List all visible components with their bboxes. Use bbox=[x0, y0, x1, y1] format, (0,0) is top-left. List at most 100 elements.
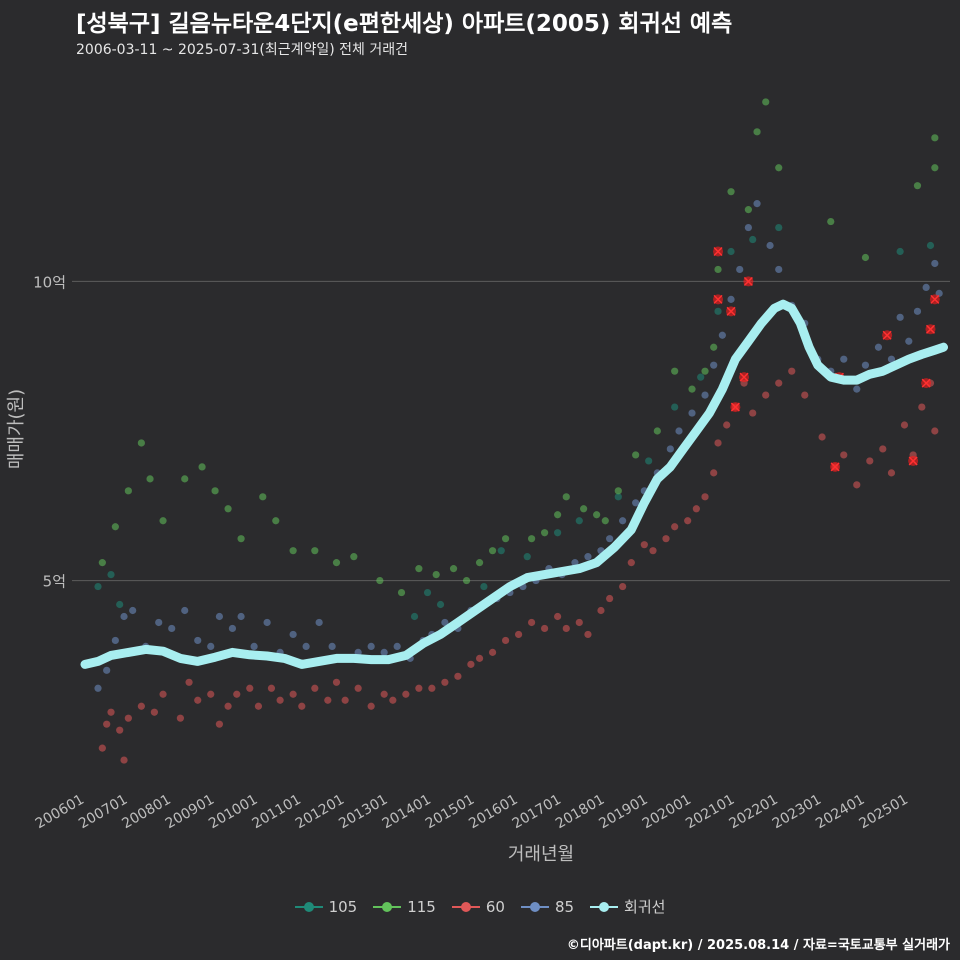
point-85 bbox=[207, 642, 215, 651]
point-105 bbox=[727, 247, 735, 256]
legend-label-85: 85 bbox=[554, 897, 575, 916]
point-105 bbox=[423, 588, 432, 597]
x-tick-label: 200601 bbox=[33, 792, 87, 833]
point-85 bbox=[111, 636, 119, 645]
point-85 bbox=[736, 265, 744, 274]
point-85 bbox=[727, 295, 735, 303]
point-105 bbox=[896, 247, 904, 256]
point-85 bbox=[606, 535, 614, 543]
point-85 bbox=[94, 684, 102, 692]
point-105 bbox=[614, 493, 622, 501]
source-credit: ©디아파트(dapt.kr) / 2025.08.14 / 자료=국토교통부 실… bbox=[566, 938, 950, 953]
highlight-marker bbox=[925, 324, 936, 334]
point-115 bbox=[827, 217, 835, 226]
point-60 bbox=[194, 696, 202, 704]
point-105 bbox=[480, 582, 488, 591]
x-tick-label: 201101 bbox=[250, 792, 304, 833]
point-60 bbox=[341, 696, 349, 704]
highlight-marker bbox=[830, 462, 840, 472]
point-60 bbox=[289, 690, 297, 698]
highlight-marker bbox=[713, 294, 723, 304]
point-115 bbox=[475, 559, 484, 567]
point-60 bbox=[116, 726, 124, 734]
x-tick-label: 202201 bbox=[726, 792, 780, 833]
point-60 bbox=[467, 660, 475, 668]
legend-label-60: 60 bbox=[485, 897, 505, 916]
point-85 bbox=[688, 409, 696, 417]
legend-item-115: 115 bbox=[373, 897, 436, 917]
point-60 bbox=[332, 678, 341, 686]
point-115 bbox=[775, 164, 783, 172]
point-115 bbox=[753, 128, 761, 136]
point-60 bbox=[215, 720, 224, 728]
point-115 bbox=[913, 182, 922, 190]
point-60 bbox=[918, 403, 926, 411]
point-85 bbox=[237, 612, 245, 621]
point-60 bbox=[853, 481, 861, 489]
point-115 bbox=[272, 517, 280, 525]
point-60 bbox=[749, 409, 757, 417]
point-60 bbox=[176, 714, 184, 722]
point-115 bbox=[762, 98, 770, 106]
point-60 bbox=[276, 696, 284, 704]
point-85 bbox=[103, 666, 111, 674]
point-60 bbox=[441, 678, 449, 686]
point-60 bbox=[879, 445, 887, 453]
point-85 bbox=[250, 642, 258, 651]
point-85 bbox=[228, 624, 237, 633]
x-tick-label: 202501 bbox=[857, 792, 911, 833]
legend-key-85 bbox=[520, 897, 549, 917]
point-60 bbox=[818, 433, 826, 441]
point-60 bbox=[840, 451, 848, 459]
legend-key-regression bbox=[590, 897, 619, 917]
point-85 bbox=[922, 283, 930, 291]
point-60 bbox=[150, 708, 158, 716]
legend-label-105: 105 bbox=[328, 897, 358, 916]
x-tick-label: 200701 bbox=[76, 792, 130, 833]
point-115 bbox=[562, 493, 570, 501]
point-60 bbox=[900, 421, 909, 429]
point-60 bbox=[701, 493, 709, 501]
x-tick-label: 201601 bbox=[466, 792, 520, 833]
point-60 bbox=[562, 624, 570, 633]
point-85 bbox=[718, 331, 726, 339]
point-60 bbox=[606, 594, 614, 603]
point-105 bbox=[575, 517, 583, 525]
point-105 bbox=[94, 582, 102, 591]
point-60 bbox=[575, 618, 583, 627]
point-85 bbox=[766, 241, 774, 250]
point-60 bbox=[554, 612, 562, 621]
point-60 bbox=[684, 517, 692, 525]
point-115 bbox=[350, 553, 358, 561]
point-60 bbox=[584, 630, 592, 639]
point-115 bbox=[688, 385, 696, 393]
point-115 bbox=[415, 565, 423, 573]
point-60 bbox=[501, 636, 510, 645]
point-105 bbox=[410, 612, 419, 621]
point-115 bbox=[98, 559, 106, 567]
point-85 bbox=[775, 265, 783, 274]
point-115 bbox=[861, 253, 870, 262]
point-105 bbox=[554, 529, 562, 537]
chart-title: [성북구] 길음뉴타운4단지(e편한세상) 아파트(2005) 회귀선 예측 bbox=[76, 11, 733, 37]
point-115 bbox=[601, 517, 609, 525]
point-115 bbox=[488, 547, 497, 555]
legend-item-85: 85 bbox=[520, 897, 575, 917]
point-115 bbox=[462, 576, 471, 585]
point-105 bbox=[116, 600, 124, 609]
point-115 bbox=[632, 451, 640, 459]
point-105 bbox=[107, 571, 115, 579]
point-115 bbox=[289, 547, 297, 555]
point-85 bbox=[263, 618, 271, 627]
point-60 bbox=[367, 702, 375, 710]
point-60 bbox=[207, 690, 215, 698]
point-115 bbox=[714, 265, 722, 274]
point-85 bbox=[571, 559, 579, 567]
point-60 bbox=[801, 391, 809, 399]
point-115 bbox=[397, 588, 406, 597]
x-tick-label: 201301 bbox=[336, 792, 390, 833]
x-tick-label: 202101 bbox=[683, 792, 737, 833]
point-60 bbox=[762, 391, 770, 399]
legend: 105 115 60 85 회귀선 bbox=[0, 896, 960, 917]
point-85 bbox=[328, 642, 336, 651]
